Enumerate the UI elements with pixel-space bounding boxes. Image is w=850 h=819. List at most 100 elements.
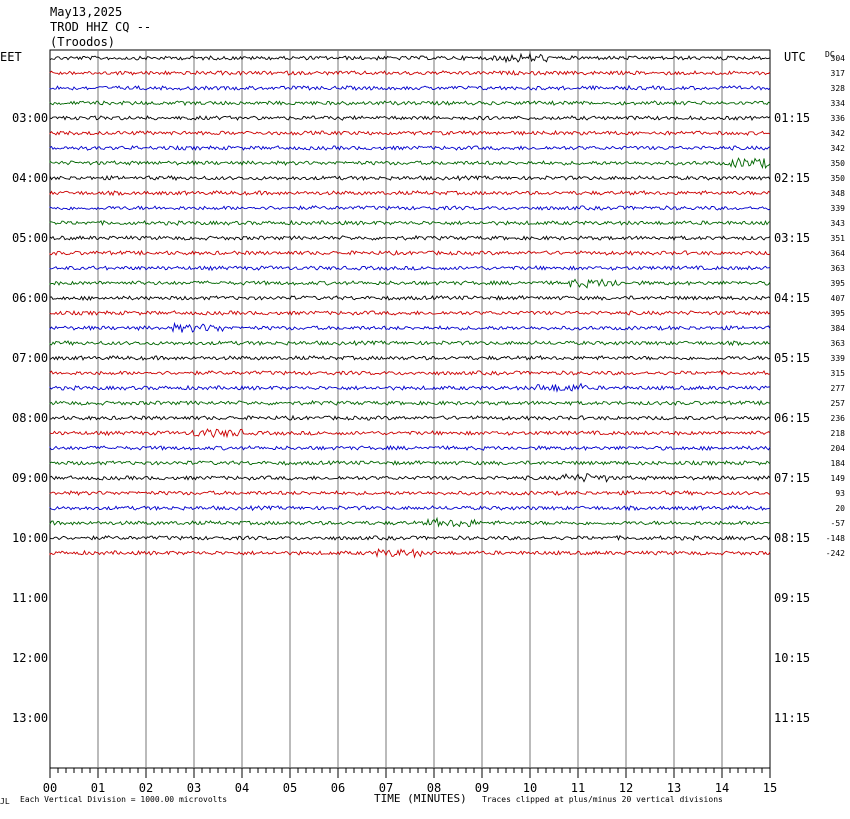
- dc-offset-label: 20: [835, 504, 845, 513]
- x-tick-label: 07: [379, 781, 393, 795]
- dc-offset-labels: 304 317 328 334 336 342 342 350 350 348 339 343 351 3…: [826, 54, 845, 558]
- x-tick-label: 09: [475, 781, 489, 795]
- seismic-trace: [49, 234, 771, 242]
- right-hour-label: 08:15: [774, 531, 810, 545]
- dc-offset-label: 351: [831, 234, 846, 243]
- x-tick-label: 06: [331, 781, 345, 795]
- dc-offset-label: 93: [835, 489, 845, 498]
- x-tick-label: 05: [283, 781, 297, 795]
- plot-frame: [49, 49, 771, 769]
- x-axis-title: TIME (MINUTES): [374, 792, 467, 805]
- left-hour-label: 06:00: [12, 291, 48, 305]
- dc-offset-label: -148: [826, 534, 845, 543]
- seismic-trace: [49, 473, 771, 483]
- left-hour-label: 07:00: [12, 351, 48, 365]
- seismic-trace: [49, 278, 771, 289]
- left-hour-label: 11:00: [12, 591, 48, 605]
- x-tick-label: 04: [235, 781, 249, 795]
- left-axis-title: EET: [0, 50, 22, 64]
- seismic-trace: [49, 382, 771, 393]
- header-location: (Troodos): [50, 35, 115, 49]
- dc-offset-label: 343: [831, 219, 846, 228]
- x-tick-label: 12: [619, 781, 633, 795]
- seismic-trace: [49, 340, 770, 347]
- seismic-trace: [49, 52, 771, 64]
- x-tick-label: 15: [763, 781, 777, 795]
- seismic-trace: [49, 265, 771, 272]
- dc-offset-label: 395: [831, 309, 846, 318]
- dc-offset-label: 184: [831, 459, 846, 468]
- x-tick-label: 13: [667, 781, 681, 795]
- seismic-trace: [49, 129, 771, 136]
- dc-offset-label: 364: [831, 249, 846, 258]
- right-hour-label: 02:15: [774, 171, 810, 185]
- x-tick-label: 02: [139, 781, 153, 795]
- seismic-trace: [49, 219, 771, 226]
- seismic-trace: [49, 490, 771, 496]
- dc-offset-label: 317: [831, 69, 846, 78]
- trace-group: [49, 52, 771, 559]
- dc-offset-label: -242: [826, 549, 845, 558]
- right-hour-label: 06:15: [774, 411, 810, 425]
- x-tick-label: 08: [427, 781, 441, 795]
- left-hour-label: 08:00: [12, 411, 48, 425]
- right-hour-label: 10:15: [774, 651, 810, 665]
- seismic-trace: [49, 459, 771, 466]
- left-hour-label: 12:00: [12, 651, 48, 665]
- header-date: May13,2025: [50, 5, 122, 19]
- left-hour-label: 04:00: [12, 171, 48, 185]
- right-hour-label: 04:15: [774, 291, 810, 305]
- seismic-trace: [49, 535, 771, 541]
- dc-offset-label: 407: [831, 294, 846, 303]
- left-hour-label: 05:00: [12, 231, 48, 245]
- dc-offset-label: 350: [831, 159, 846, 168]
- seismic-trace: [49, 370, 771, 376]
- seismic-trace: [49, 175, 771, 182]
- x-tick-label: 14: [715, 781, 729, 795]
- clip-note: Traces clipped at plus/minus 20 vertical…: [482, 795, 723, 804]
- seismic-trace: [49, 100, 771, 107]
- dc-offset-label: 348: [831, 189, 846, 198]
- right-hour-label: 03:15: [774, 231, 810, 245]
- dc-offset-label: -57: [831, 519, 846, 528]
- seismic-trace: [49, 115, 771, 122]
- seismic-trace: [49, 548, 771, 559]
- scale-note: Each Vertical Division = 1000.00 microvo…: [20, 795, 227, 804]
- dc-offset-label: 342: [831, 144, 846, 153]
- seismic-trace: [49, 444, 771, 452]
- seismic-trace: [49, 189, 771, 197]
- dc-offset-label: 339: [831, 354, 846, 363]
- left-hour-label: 10:00: [12, 531, 48, 545]
- seismic-trace: [49, 309, 771, 316]
- left-hour-label: 03:00: [12, 111, 48, 125]
- right-hour-label: 09:15: [774, 591, 810, 605]
- seismic-trace: [49, 516, 771, 528]
- seismic-trace: [49, 321, 771, 334]
- right-hour-label: 05:15: [774, 351, 810, 365]
- left-hour-label: 09:00: [12, 471, 48, 485]
- dc-offset-label: 218: [831, 429, 846, 438]
- dc-offset-label: 336: [831, 114, 846, 123]
- dc-offset-label: 342: [831, 129, 846, 138]
- dc-offset-label: 395: [831, 279, 846, 288]
- dc-offset-label: 339: [831, 204, 846, 213]
- left-hour-labels: 03:00 04:00 05:00 06:00 07:00 08:00 09:00 10:00…: [12, 111, 48, 725]
- right-hour-label: 07:15: [774, 471, 810, 485]
- dc-offset-label: 350: [831, 174, 846, 183]
- seismic-trace: [49, 354, 771, 361]
- dc-offset-label: 304: [831, 54, 846, 63]
- dc-offset-label: 363: [831, 264, 846, 273]
- x-tick-label: 10: [523, 781, 537, 795]
- dc-title: DC: [825, 50, 835, 59]
- right-hour-label: 11:15: [774, 711, 810, 725]
- seismic-trace: [49, 157, 771, 170]
- right-hour-labels: 01:15 02:15 03:15 04:15 05:15 06:15 07:15 08:15…: [774, 111, 810, 725]
- x-tick-label: 01: [91, 781, 105, 795]
- dc-offset-label: 236: [831, 414, 846, 423]
- seismic-trace: [49, 428, 771, 439]
- left-hour-label: 13:00: [12, 711, 48, 725]
- dc-offset-label: 277: [831, 384, 846, 393]
- dc-offset-label: 334: [831, 99, 846, 108]
